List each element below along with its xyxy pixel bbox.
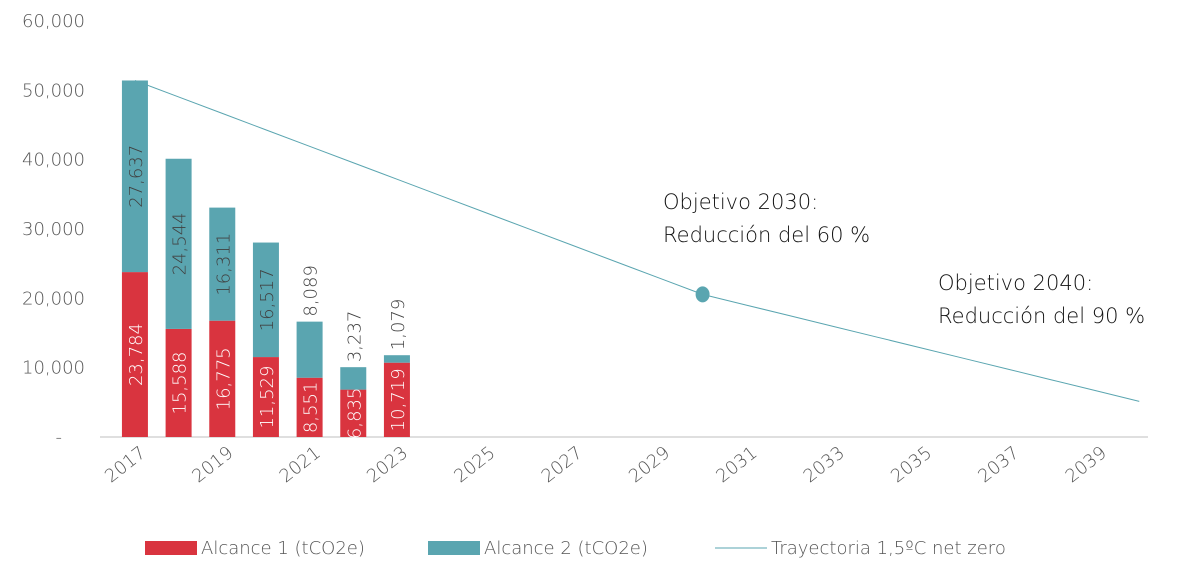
y-tick-label: - (56, 427, 63, 448)
bar (209, 207, 236, 321)
x-tick-label: 2023 (363, 442, 412, 487)
annotation: Reducción del 90 % (938, 304, 1145, 328)
x-tick-label: 2025 (450, 442, 499, 487)
bar (383, 355, 410, 363)
annotation: Reducción del 60 % (663, 223, 870, 247)
x-tick-label: 2027 (538, 442, 587, 487)
y-tick-label: 50,000 (22, 80, 85, 101)
bar (165, 158, 192, 329)
bar (121, 80, 148, 273)
data-label: 10,719 (388, 368, 409, 431)
y-tick-label: 20,000 (22, 288, 85, 309)
bar (121, 272, 148, 437)
data-label: 15,588 (170, 351, 191, 414)
data-label: 3,237 (344, 311, 365, 363)
bar (340, 389, 367, 437)
data-label: 1,079 (388, 299, 409, 351)
x-tick-label: 2033 (800, 442, 849, 487)
bar (252, 357, 279, 437)
line (134, 80, 1140, 402)
bar (296, 377, 323, 437)
legend-label: Trayectoria 1,5ºC net zero (771, 538, 1006, 559)
bar (296, 321, 323, 378)
data-label: 8,089 (301, 265, 322, 317)
y-tick-label: 30,000 (22, 219, 85, 240)
bar (340, 367, 367, 390)
bar (165, 328, 192, 437)
data-label: 11,529 (257, 366, 278, 429)
data-label: 24,544 (170, 212, 191, 275)
data-label: 6,835 (344, 388, 365, 440)
data-label: 8,551 (301, 382, 322, 434)
annotation: Objetivo 2030: (663, 190, 818, 214)
legend-swatch (428, 541, 480, 555)
x-tick-label: 2019 (188, 442, 237, 487)
bar (209, 320, 236, 437)
x-tick-label: 2031 (712, 442, 761, 487)
bar (383, 362, 410, 437)
bar (252, 242, 279, 358)
x-tick-label: 2035 (887, 442, 936, 487)
target-marker (695, 286, 710, 303)
data-label: 16,775 (213, 347, 234, 410)
data-label: 27,637 (126, 145, 147, 208)
data-label: 23,784 (126, 323, 147, 386)
y-tick-label: 60,000 (22, 11, 85, 32)
legend-swatch (145, 541, 197, 555)
x-tick-label: 2029 (625, 442, 674, 487)
x-tick-label: 2039 (1062, 442, 1111, 487)
annotation: Objetivo 2040: (938, 271, 1093, 295)
data-label: 16,517 (257, 268, 278, 331)
legend-label: Alcance 1 (tCO2e) (201, 538, 365, 559)
x-tick-label: 2037 (974, 442, 1023, 487)
x-tick-label: 2017 (101, 442, 150, 487)
y-tick-label: 10,000 (22, 358, 85, 379)
data-label: 16,311 (213, 233, 234, 296)
legend-label: Alcance 2 (tCO2e) (484, 538, 648, 559)
x-tick-label: 2021 (276, 442, 325, 487)
y-tick-label: 40,000 (22, 150, 85, 171)
